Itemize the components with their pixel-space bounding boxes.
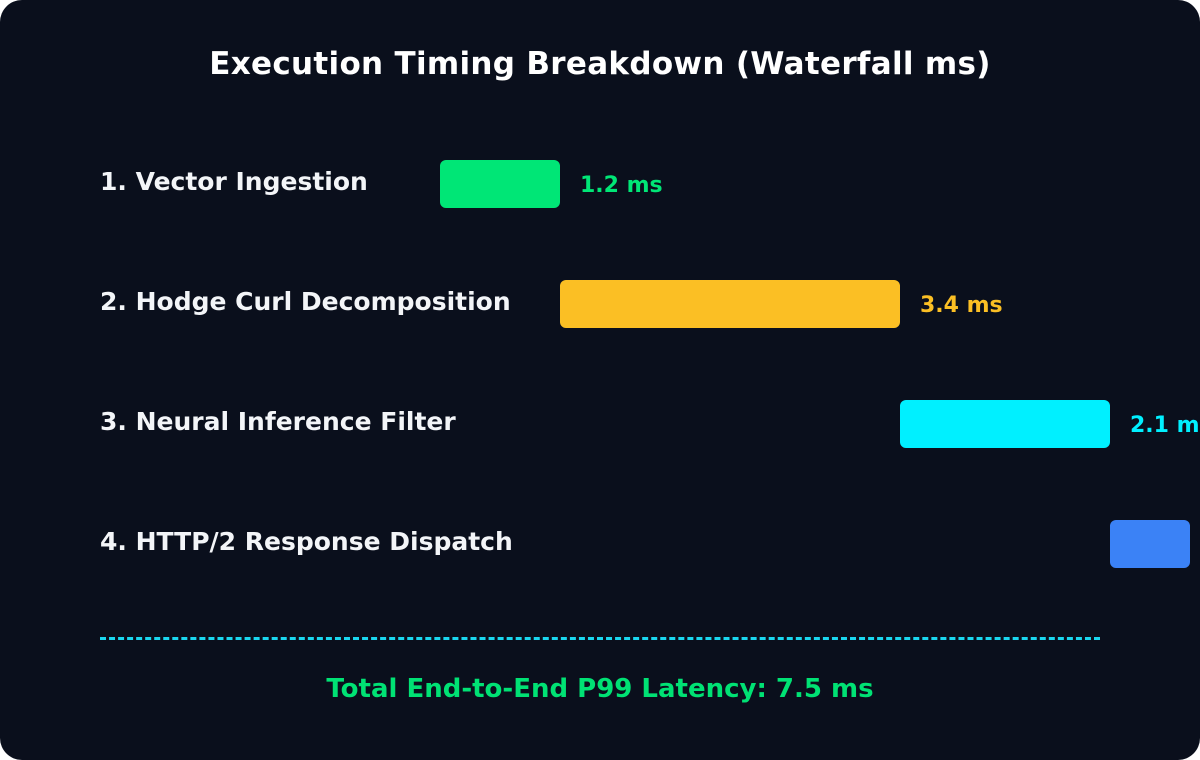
chart-title: Execution Timing Breakdown (Waterfall ms…: [209, 46, 991, 82]
total-divider: [100, 637, 1100, 640]
stage-label: 4. HTTP/2 Response Dispatch: [100, 527, 513, 556]
bar-value-label: 3.4 ms: [920, 293, 1003, 318]
bar-value-label: 1.2 ms: [580, 173, 663, 198]
waterfall-bar: [900, 400, 1110, 448]
waterfall-bar: [560, 280, 900, 328]
waterfall-bar: [1110, 520, 1190, 568]
waterfall-bar: [440, 160, 560, 208]
stage-label: 1. Vector Ingestion: [100, 167, 368, 196]
waterfall-chart: 1. Vector Ingestion 1.2 ms 2. Hodge Curl D…: [100, 160, 1200, 568]
bar-value-label: 2.1 ms: [1130, 413, 1200, 438]
total-latency-text: Total End-to-End P99 Latency: 7.5 ms: [326, 674, 874, 704]
stage-label: 3. Neural Inference Filter: [100, 407, 456, 436]
stage-label: 2. Hodge Curl Decomposition: [100, 287, 511, 316]
